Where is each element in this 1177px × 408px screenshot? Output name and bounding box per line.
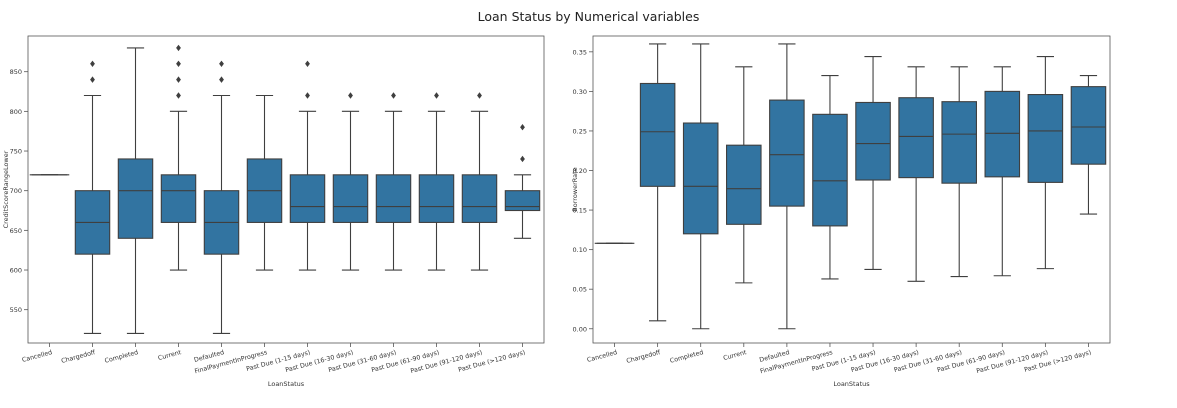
y-axis-label: CreditScoreRangeLower	[2, 150, 10, 228]
box-body	[418, 174, 455, 223]
box-body	[769, 99, 805, 207]
chart-left: 550 600 650 700 750 800 850 Cancelled Chargedoff…	[2, 35, 545, 388]
chart-right: 0.00 0.05 0.10 0.15 0.20 0.25 0.30 0.35 Cancelle…	[571, 35, 1111, 388]
x-tick-label: Current	[157, 349, 182, 362]
box-body	[1027, 94, 1064, 183]
x-tick-label: Cancelled	[586, 349, 618, 364]
outlier-point	[434, 92, 439, 99]
outlier-point	[348, 92, 353, 99]
outlier-point	[477, 92, 482, 99]
box-body	[375, 174, 412, 223]
box-9	[418, 92, 455, 271]
outlier-point	[305, 92, 310, 99]
y-tick-label: 700	[10, 187, 22, 195]
box-body	[941, 101, 977, 184]
y-tick-label: 600	[10, 267, 22, 275]
box-8	[941, 66, 977, 278]
x-tick-label: Completed	[104, 349, 139, 365]
box-1	[74, 60, 111, 335]
outlier-point	[391, 92, 396, 99]
y-tick-label: 850	[10, 68, 22, 76]
box-2	[682, 43, 719, 330]
y-tick-label: 0.05	[573, 286, 587, 294]
box-11	[504, 124, 541, 239]
axes-frame	[27, 35, 545, 344]
x-tick-label: Current	[723, 349, 748, 362]
box-body	[682, 122, 719, 235]
box-3	[160, 44, 197, 271]
outlier-point	[176, 60, 181, 67]
box-10	[1027, 56, 1064, 270]
y-tick-label: 650	[10, 227, 22, 235]
outlier-point	[176, 92, 181, 99]
box-body	[726, 144, 762, 225]
x-tick-label: Cancelled	[21, 349, 53, 364]
box-body	[1070, 86, 1107, 165]
y-tick-label: 0.20	[573, 167, 587, 175]
outlier-point	[305, 60, 310, 67]
box-7	[332, 92, 369, 271]
box-11	[1070, 75, 1107, 215]
outlier-point	[520, 124, 525, 131]
box-4	[769, 43, 805, 330]
box-6	[289, 60, 326, 271]
box-body	[984, 90, 1021, 178]
y-tick-label: 550	[10, 306, 22, 314]
box-10	[461, 92, 498, 271]
x-tick-label: Chargedoff	[61, 349, 97, 365]
y-tick-label: 0.00	[573, 325, 587, 333]
box-body	[855, 101, 891, 181]
outlier-point	[219, 76, 224, 83]
box-body	[639, 82, 676, 187]
box-5	[246, 94, 283, 271]
figure-title: Loan Status by Numerical variables	[477, 9, 700, 24]
box-2	[117, 47, 154, 335]
box-5	[812, 75, 848, 280]
y-tick-label: 800	[10, 108, 22, 116]
box-body	[332, 174, 369, 223]
box-4	[203, 60, 240, 335]
box-body	[898, 97, 934, 179]
y-tick-label: 0.10	[573, 246, 587, 254]
x-tick-label: Chargedoff	[626, 349, 662, 365]
box-8	[375, 92, 412, 271]
box-body	[812, 113, 848, 227]
outlier-point	[219, 60, 224, 67]
y-tick-label: 750	[10, 148, 22, 156]
x-axis-label: LoanStatus	[268, 380, 305, 388]
y-axis-label: BorrowerRate	[571, 167, 579, 211]
y-tick-label: 0.25	[573, 127, 587, 135]
y-tick-label: 0.35	[573, 48, 587, 56]
box-body	[160, 174, 197, 223]
axes-frame	[592, 35, 1111, 344]
box-body	[289, 174, 326, 223]
box-7	[898, 66, 934, 282]
outlier-point	[176, 44, 181, 52]
outlier-point	[176, 76, 181, 83]
box-3	[726, 66, 762, 284]
y-tick-label: 0.15	[573, 207, 587, 215]
outlier-point	[90, 60, 95, 67]
outlier-point	[520, 155, 525, 163]
box-9	[984, 66, 1021, 277]
y-tick-label: 0.30	[573, 88, 587, 96]
box-body	[504, 190, 541, 212]
x-tick-label: Completed	[669, 349, 704, 365]
box-6	[855, 56, 891, 270]
box-body	[117, 158, 154, 239]
x-axis-label: LoanStatus	[833, 380, 870, 388]
box-1	[639, 43, 676, 322]
outlier-point	[90, 76, 95, 83]
box-body	[461, 174, 498, 223]
